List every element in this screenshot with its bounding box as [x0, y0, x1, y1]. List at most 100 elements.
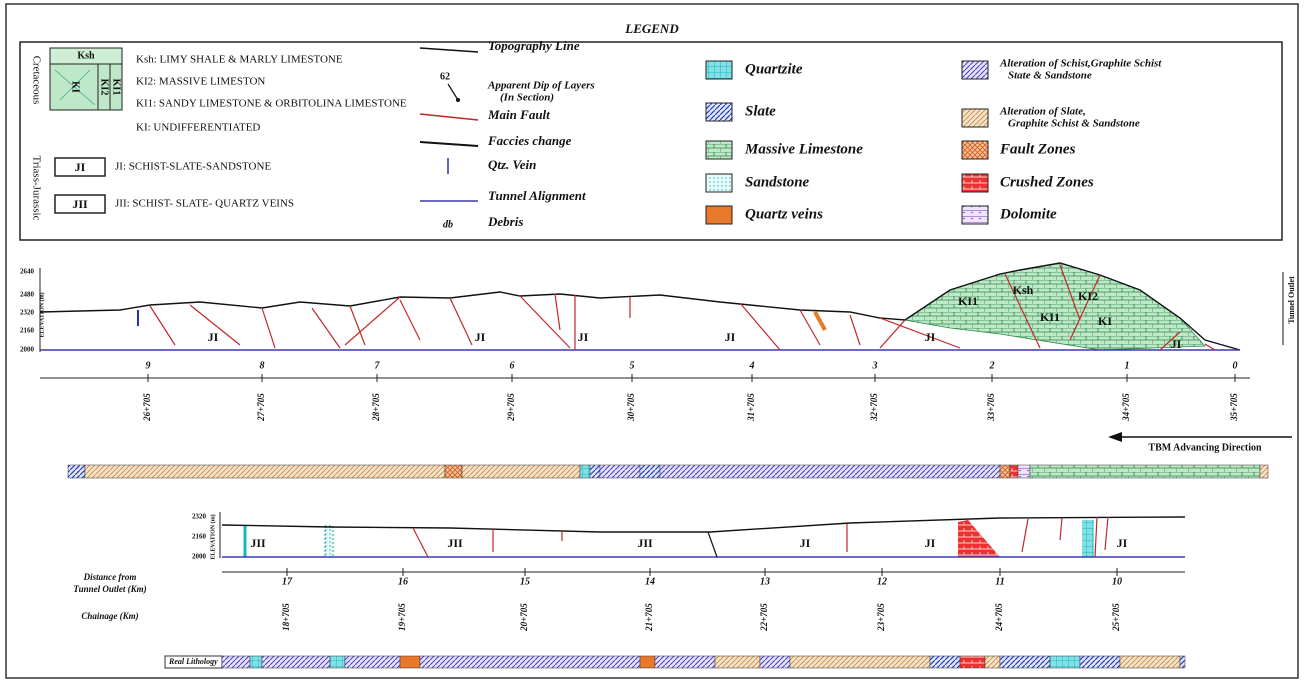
chainage-label: 21+705	[644, 603, 654, 632]
unit-label: JII	[447, 536, 463, 550]
lithology-swatch	[706, 206, 732, 224]
lithology-swatch	[706, 103, 732, 121]
lithology-segment	[222, 656, 250, 668]
distance-label: 9	[146, 360, 151, 371]
lithology-segment	[1080, 656, 1120, 668]
elevation-label: 2320	[20, 309, 35, 317]
topography-symbol	[420, 48, 478, 52]
main-fault	[1205, 344, 1215, 350]
legend-item: (In Section)	[500, 92, 554, 104]
legend-item: Topography Line	[488, 38, 580, 53]
lithology-swatch	[706, 141, 732, 159]
lithology-segment	[930, 656, 960, 668]
unit-label: JII	[250, 536, 266, 550]
unit-label: KI1	[958, 294, 978, 308]
swatch-label: KI1	[111, 79, 122, 96]
chainage-label: 34+705	[1121, 393, 1131, 422]
triass-jurassic-label: Triass-Jurassic	[30, 156, 42, 221]
direction-arrowhead	[1108, 432, 1122, 442]
lithology-segment	[590, 465, 600, 478]
lithology-segment	[640, 656, 655, 668]
distance-label: 2	[989, 360, 995, 371]
chainage-label: 29+705	[506, 393, 516, 422]
main-fault	[312, 308, 340, 348]
unit-code: JII	[72, 197, 88, 211]
lithology-segment	[1260, 465, 1268, 478]
legend-title: LEGEND	[624, 21, 679, 36]
distance-title: Tunnel Outlet (Km)	[73, 584, 146, 594]
distance-label: 10	[1112, 576, 1122, 587]
elevation-label: 2320	[192, 513, 207, 521]
distance-label: 17	[282, 576, 293, 587]
unit-label: JI	[925, 330, 936, 344]
legend-item: Fault Zones	[999, 141, 1076, 157]
elevation-axis-title: ELEVATION (m)	[38, 292, 45, 337]
main-fault	[450, 298, 472, 345]
unit-label: KI	[1098, 314, 1112, 328]
topography-line	[222, 517, 1185, 532]
lithology-segment	[1010, 465, 1018, 478]
unit-label: JII	[637, 536, 653, 550]
legend-item: KI: UNDIFFERENTIATED	[136, 122, 260, 134]
lithology-segment	[760, 656, 790, 668]
unit-label: KI2	[1078, 289, 1098, 303]
distance-label: 3	[872, 360, 878, 371]
unit-label: JI	[725, 330, 736, 344]
distance-label: 4	[749, 360, 755, 371]
chainage-label: 22+705	[759, 603, 769, 632]
lithology-segment	[640, 465, 660, 478]
distance-label: 5	[630, 360, 635, 371]
chainage-label: 33+705	[986, 393, 996, 422]
main-fault	[345, 297, 400, 345]
main-fault	[413, 528, 428, 557]
cretaceous-label: Cretaceous	[30, 56, 42, 105]
chainage-label: 25+705	[1111, 603, 1121, 632]
legend-item: Alteration of Schist,Graphite Schist	[999, 58, 1162, 70]
distance-label: 8	[260, 360, 265, 371]
distance-label: 12	[877, 576, 887, 587]
main-fault	[150, 306, 175, 345]
lithology-segment	[462, 465, 580, 478]
lithology-segment	[790, 656, 930, 668]
legend-item: Quartz veins	[745, 206, 823, 222]
chainage-label: 35+705	[1229, 393, 1239, 422]
lithology-segment	[85, 465, 445, 478]
debris-symbol: db	[443, 219, 453, 230]
chainage-label: 19+705	[397, 603, 407, 631]
legend-item: Slate	[745, 103, 776, 119]
main-fault	[1105, 517, 1108, 550]
zone-swatch	[962, 174, 988, 192]
swatch-label: Ksh	[77, 50, 95, 61]
main-fault	[1022, 519, 1028, 552]
main-fault	[520, 296, 570, 348]
chainage-label: 32+705	[869, 393, 879, 422]
fault-symbol	[420, 114, 478, 120]
dip-symbol-line	[448, 84, 458, 100]
distance-label: 14	[645, 576, 655, 587]
legend-item: State & Sandstone	[1008, 70, 1092, 82]
lithology-segment	[600, 465, 640, 478]
lithology-segment	[580, 465, 590, 478]
unit-label: JI	[800, 536, 811, 550]
unit-label: Ksh	[1013, 283, 1034, 297]
legend-box	[20, 42, 1282, 240]
main-fault	[880, 320, 905, 348]
direction-label: TBM Advancing Direction	[1148, 442, 1262, 453]
limestone-body	[905, 263, 1205, 350]
unit-label: JI	[925, 536, 936, 550]
quartz-band	[815, 312, 825, 330]
lithology-segment	[1180, 656, 1185, 668]
lithology-segment	[345, 656, 400, 668]
main-fault	[740, 303, 780, 350]
elevation-label: 2000	[192, 553, 207, 561]
lithology-segment	[262, 656, 330, 668]
facies-symbol	[420, 142, 478, 146]
lithology-segment	[330, 656, 345, 668]
zone-swatch	[962, 61, 988, 79]
lithology-segment	[68, 465, 85, 478]
chainage-label: 26+705	[142, 393, 152, 422]
elevation-label: 2640	[20, 268, 35, 276]
zone-swatch	[962, 109, 988, 127]
legend-item: Dolomite	[999, 206, 1057, 222]
main-fault	[555, 294, 560, 330]
